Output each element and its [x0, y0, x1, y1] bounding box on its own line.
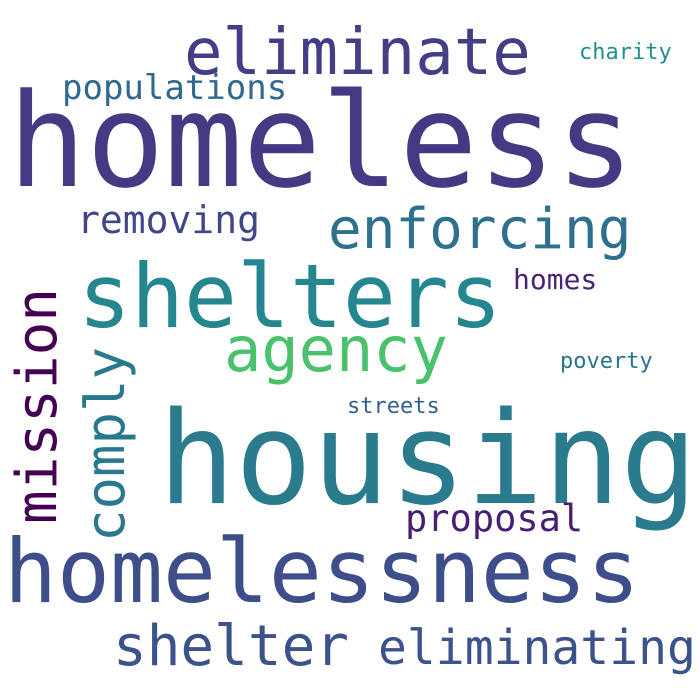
word-shelter: shelter [113, 614, 350, 679]
word-homeless: homeless [8, 65, 635, 217]
word-eliminating: eliminating [378, 620, 696, 676]
word-housing: housing [158, 385, 698, 534]
word-charity: charity [579, 40, 672, 65]
word-poverty: poverty [560, 349, 653, 374]
word-homes: homes [513, 263, 598, 296]
word-populations: populations [62, 68, 288, 108]
word-eliminate: eliminate [184, 16, 531, 90]
word-enforcing: enforcing [328, 197, 632, 262]
word-mission: mission [5, 287, 70, 524]
word-homelessness: homelessness [4, 520, 640, 623]
word-shelters: shelters [78, 245, 502, 348]
word-comply: comply [74, 346, 137, 542]
word-proposal: proposal [405, 497, 584, 540]
word-removing: removing [77, 198, 261, 242]
word-streets: streets [347, 394, 440, 419]
word-agency: agency [224, 313, 448, 386]
